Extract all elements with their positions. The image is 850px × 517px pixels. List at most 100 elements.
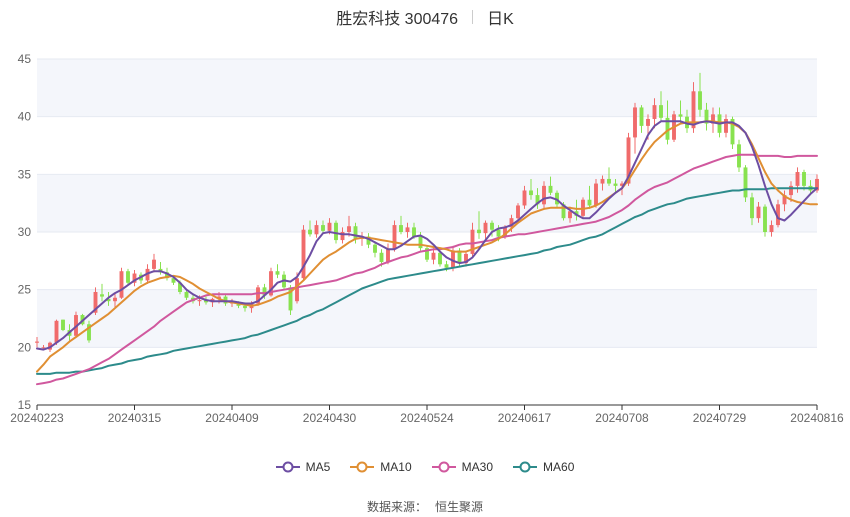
candle-body — [613, 183, 618, 186]
candle-body — [340, 232, 345, 241]
candle-body — [412, 227, 416, 237]
candle-body — [620, 183, 624, 186]
candle-body — [542, 185, 546, 205]
candle-body — [529, 190, 533, 196]
title-separator — [472, 10, 474, 24]
legend: MA5 MA10 MA30 MA60 — [0, 457, 850, 477]
candle-body — [724, 118, 728, 133]
candle-body — [366, 236, 371, 245]
candle-body — [217, 296, 221, 299]
legend-item-ma5[interactable]: MA5 — [275, 457, 330, 477]
candle-body — [483, 222, 488, 234]
candle-body — [288, 287, 293, 311]
grid-band — [37, 289, 817, 348]
chart-title: 胜宏科技 300476 日K — [0, 5, 850, 29]
candle-body — [262, 287, 267, 296]
candle-body — [600, 178, 605, 184]
candle-body — [509, 218, 514, 228]
legend-label-ma10: MA10 — [380, 460, 412, 474]
candle-body — [327, 222, 332, 231]
candle-body — [399, 225, 403, 232]
candle-body — [119, 271, 124, 298]
candle-body — [275, 271, 280, 275]
candle-body — [223, 296, 228, 304]
x-tick-label: 20240223 — [10, 411, 64, 425]
candle-body — [243, 305, 247, 309]
candle-body — [561, 204, 566, 219]
candle-body — [204, 300, 208, 303]
candle-body — [438, 252, 442, 265]
candle-body — [587, 199, 592, 206]
candle-body — [35, 341, 39, 343]
x-tick-label: 20240430 — [303, 411, 357, 425]
candle-body — [61, 319, 65, 331]
candle-body — [470, 229, 475, 254]
legend-item-ma10[interactable]: MA10 — [350, 457, 412, 477]
stock-name: 胜宏科技 300476 — [336, 11, 459, 28]
candle-body — [802, 172, 806, 186]
ma60-legend-icon — [513, 461, 538, 473]
candle-body — [646, 118, 650, 126]
candle-body — [594, 183, 598, 206]
candle-body — [665, 117, 670, 140]
candle-body — [652, 105, 657, 119]
candle-body — [464, 253, 468, 264]
candle-body — [789, 185, 793, 196]
candle-body — [113, 297, 117, 302]
candle-body — [41, 347, 46, 349]
candle-body — [431, 252, 436, 260]
candle-body — [444, 264, 449, 268]
candle-body — [678, 114, 683, 117]
legend-item-ma30[interactable]: MA30 — [431, 457, 493, 477]
candle-body — [698, 91, 702, 110]
x-tick-label: 20240729 — [693, 411, 747, 425]
source-label: 数据来源： — [366, 500, 427, 514]
y-tick-label: 45 — [18, 52, 32, 66]
candle-body — [100, 294, 104, 297]
candle-body — [165, 272, 169, 279]
candle-body — [379, 252, 384, 262]
y-tick-label: 15 — [18, 398, 32, 412]
candle-body — [425, 248, 429, 260]
candle-body — [659, 105, 663, 118]
candle-body — [373, 244, 377, 253]
candle-body — [730, 118, 735, 145]
candle-body — [87, 324, 91, 341]
source-value: 恒生聚源 — [435, 500, 484, 514]
candle-body — [405, 227, 410, 232]
candle-body — [54, 320, 59, 343]
candle-body — [171, 278, 176, 283]
y-tick-label: 25 — [18, 283, 32, 297]
candle-body — [750, 197, 754, 219]
legend-item-ma60[interactable]: MA60 — [513, 457, 574, 477]
grid-band — [37, 174, 817, 232]
candle-body — [314, 225, 319, 235]
candle-body — [93, 291, 98, 313]
candle-body — [256, 287, 260, 304]
candle-body — [184, 291, 189, 298]
grid-band — [37, 59, 817, 117]
candle-body — [743, 167, 748, 198]
y-tick-label: 35 — [18, 167, 32, 181]
candle-body — [503, 227, 507, 237]
candle-body — [691, 91, 696, 129]
candle-body — [548, 185, 553, 193]
x-tick-label: 20240708 — [595, 411, 649, 425]
candle-body — [496, 229, 501, 237]
candle-body — [321, 225, 325, 231]
candle-body — [639, 107, 644, 126]
candle-body — [763, 206, 767, 232]
candle-body — [535, 195, 540, 205]
candle-body — [178, 282, 182, 292]
x-tick-label: 20240409 — [205, 411, 259, 425]
candle-body — [132, 273, 137, 283]
candle-body — [633, 107, 637, 138]
candle-body — [269, 271, 273, 296]
candle-body — [126, 271, 130, 283]
ma10-line — [36, 120, 818, 373]
candle-body — [386, 249, 390, 262]
candle-body — [711, 114, 715, 124]
candle-body — [782, 195, 787, 205]
candle-body — [457, 250, 462, 264]
